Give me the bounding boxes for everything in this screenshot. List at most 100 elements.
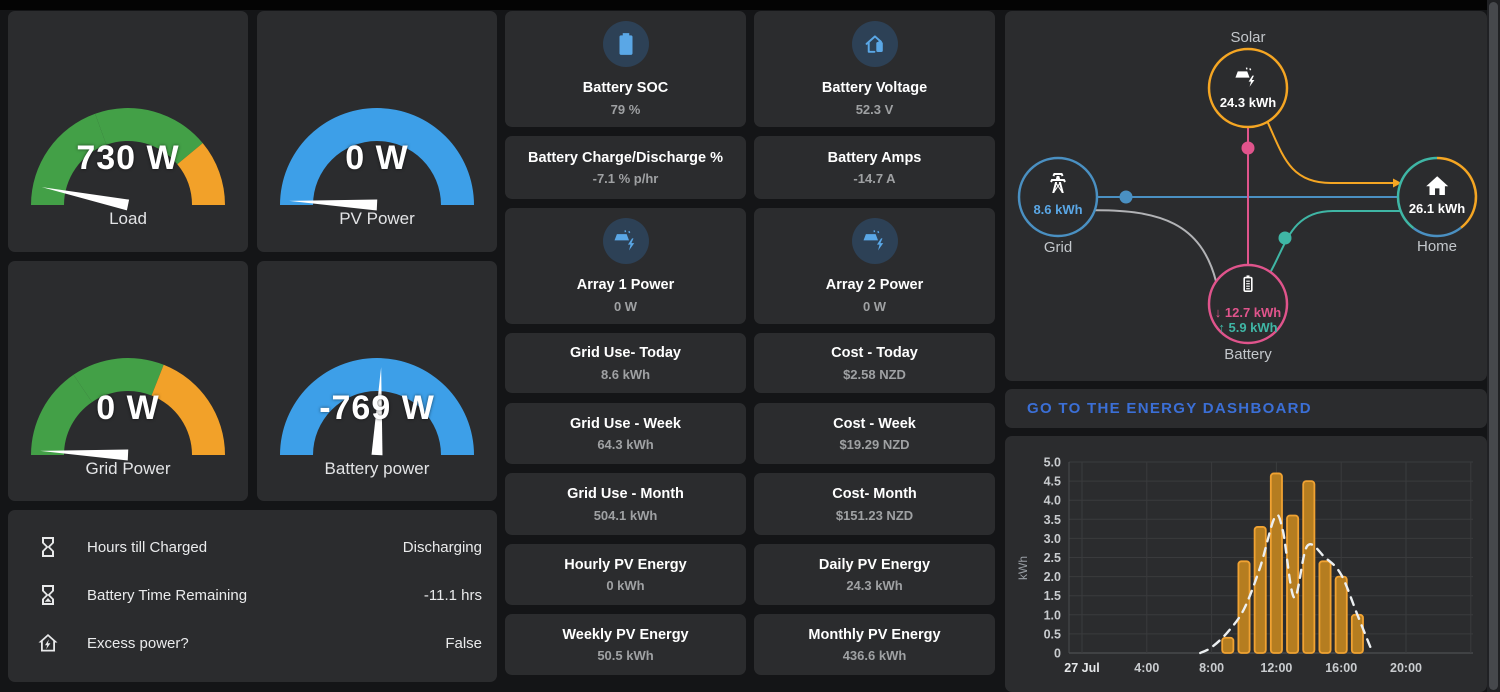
x-tick-label: 20:00 (1390, 661, 1422, 675)
timer-sand-icon (42, 537, 54, 557)
stat-title: Grid Use - Month (567, 486, 684, 503)
battery-node-out-value: ↑ 5.9 kWh (1218, 320, 1277, 335)
stat-card-cost-week[interactable]: Cost - Week $19.29 NZD (754, 403, 995, 464)
stat-title: Battery Voltage (821, 80, 928, 97)
attribute-row[interactable]: Hours till Charged Discharging (36, 523, 482, 571)
y-tick-label: 5.0 (1044, 456, 1061, 470)
energy-dashboard-link[interactable]: GO TO THE ENERGY DASHBOARD (1027, 400, 1312, 417)
stat-card-weekly-pv-energy[interactable]: Weekly PV Energy 50.5 kWh (505, 614, 746, 675)
stat-card-cost-month[interactable]: Cost- Month $151.23 NZD (754, 473, 995, 535)
stat-card-grid-use-today[interactable]: Grid Use- Today 8.6 kWh (505, 333, 746, 393)
flow-node-home[interactable]: 26.1 kWh Home (1396, 156, 1478, 255)
solar-power-icon (1235, 67, 1255, 87)
page-scrollbar[interactable] (1487, 0, 1500, 692)
y-tick-label: 3.0 (1044, 532, 1061, 546)
stat-card-battery-soc[interactable]: Battery SOC 79 % (505, 11, 746, 127)
pv-energy-bar[interactable] (1221, 636, 1235, 654)
stat-icon-circle (602, 21, 649, 68)
x-tick-label: 4:00 (1134, 661, 1159, 675)
grid-gauge-arc (31, 358, 225, 461)
stat-value: 436.6 kWh (842, 648, 907, 664)
stat-card-battery-amps[interactable]: Battery Amps -14.7 A (754, 136, 995, 199)
grid-node-ring (1017, 156, 1099, 238)
pv-energy-bar[interactable] (1269, 472, 1283, 654)
stat-value: 50.5 kWh (597, 648, 654, 664)
battery-to-home-line (1269, 210, 1401, 273)
pv-energy-bar[interactable] (1334, 575, 1348, 654)
stat-value: 504.1 kWh (593, 507, 658, 523)
stat-card-monthly-pv-energy[interactable]: Monthly PV Energy 436.6 kWh (754, 614, 995, 675)
gauge-value: -769 W (319, 389, 435, 427)
stat-card-cost-today[interactable]: Cost - Today $2.58 NZD (754, 333, 995, 393)
stat-value: $151.23 NZD (835, 507, 914, 523)
y-tick-label: 1.5 (1044, 589, 1061, 603)
stat-title: Monthly PV Energy (808, 626, 941, 643)
battery-outline-icon (1243, 275, 1253, 293)
grid-to-battery-line (1094, 209, 1218, 282)
stat-title: Grid Use- Today (570, 345, 681, 362)
stat-card-daily-pv-energy[interactable]: Daily PV Energy 24.3 kWh (754, 544, 995, 605)
attribute-row[interactable]: Battery Time Remaining -11.1 hrs (36, 571, 482, 619)
flow-node-battery[interactable]: ↓ 12.7 kWh ↑ 5.9 kWh Battery (1207, 263, 1289, 363)
y-tick-label: 0.5 (1044, 627, 1061, 641)
stat-value: 79 % (610, 101, 641, 117)
stat-card-grid-use-week[interactable]: Grid Use - Week 64.3 kWh (505, 403, 746, 464)
scrollbar-thumb[interactable] (1489, 2, 1498, 690)
flow-node-grid[interactable]: 8.6 kWh Grid (1017, 156, 1099, 256)
gauge-needle (41, 187, 130, 211)
stat-card-battery-voltage[interactable]: Battery Voltage 52.3 V (754, 11, 995, 127)
home-lightning-icon (38, 634, 58, 652)
x-tick-label: 27 Jul (1064, 661, 1099, 675)
battery-node-ring (1207, 263, 1289, 345)
stat-icon-circle (851, 21, 898, 68)
pv-energy-chart: 0 0.5 1.0 1.5 2.0 2.5 3.0 3.5 4.0 4.5 5.0 kWh 27 Jul… (1016, 456, 1473, 675)
attribute-value: Discharging (402, 538, 482, 556)
stat-card-grid-use-month[interactable]: Grid Use - Month 504.1 kWh (505, 473, 746, 535)
pv-energy-bar[interactable] (1350, 613, 1364, 654)
flow-node-solar[interactable]: Solar 24.3 kWh (1207, 29, 1289, 129)
gauge-card-load[interactable]: 730 W Load (8, 11, 248, 252)
stat-icon-circle (851, 218, 898, 265)
solar-power-icon (863, 230, 883, 251)
stat-title: Weekly PV Energy (562, 626, 689, 643)
solar-node-value: 24.3 kWh (1220, 95, 1276, 110)
pv-energy-chart-card: 0 0.5 1.0 1.5 2.0 2.5 3.0 3.5 4.0 4.5 5.0 kWh 27 Jul… (1005, 436, 1487, 692)
stat-card-array-1-power[interactable]: Array 1 Power 0 W (505, 208, 746, 324)
gauge-needle (371, 367, 383, 456)
home-node-label: Home (1417, 238, 1457, 255)
pv-gauge-arc (280, 108, 474, 211)
grid-flow-dot (1119, 190, 1133, 204)
pv-energy-bar[interactable] (1286, 514, 1300, 654)
attribute-label: Excess power? (87, 634, 189, 652)
top-edge (0, 0, 1488, 10)
stat-title: Battery Charge/Discharge % (527, 149, 723, 166)
attribute-value: False (445, 634, 482, 652)
pv-energy-bar[interactable] (1253, 526, 1267, 654)
stat-card-array-2-power[interactable]: Array 2 Power 0 W (754, 208, 995, 324)
pv-energy-bar[interactable] (1302, 480, 1316, 654)
stat-title: Cost- Month (832, 486, 917, 503)
gauge-card-grid-power[interactable]: 0 W Grid Power (8, 261, 248, 501)
stat-value: -7.1 % p/hr (592, 171, 659, 187)
battery-node-in-value: ↓ 12.7 kWh (1215, 305, 1282, 320)
stat-value: 0 W (613, 298, 638, 314)
solar-to-home-arrow (1393, 178, 1402, 188)
stat-value: $2.58 NZD (843, 366, 906, 382)
x-tick-label: 16:00 (1325, 661, 1357, 675)
stat-title: Cost - Week (833, 415, 916, 432)
attribute-row[interactable]: Excess power? False (36, 619, 482, 667)
gauge-card-battery-power[interactable]: -769 W Battery power (257, 261, 497, 501)
gauge-card-pv-power[interactable]: 0 W PV Power (257, 11, 497, 252)
gauge-needle (40, 449, 129, 461)
y-tick-label: 2.0 (1044, 570, 1061, 584)
stat-card-hourly-pv-energy[interactable]: Hourly PV Energy 0 kWh (505, 544, 746, 605)
timer-sand-complete-icon (42, 585, 54, 605)
gauge-label: PV Power (339, 209, 415, 228)
attribute-label: Hours till Charged (87, 538, 208, 556)
stat-title: Grid Use - Week (570, 415, 681, 432)
y-tick-label: 3.5 (1044, 513, 1061, 527)
stat-value: 64.3 kWh (597, 437, 654, 453)
energy-distribution-card: Solar 24.3 kWh 8.6 kWh Grid (1005, 11, 1487, 381)
stat-card-battery-charge-discharge[interactable]: Battery Charge/Discharge % -7.1 % p/hr (505, 136, 746, 199)
pv-energy-bar[interactable] (1318, 560, 1332, 654)
